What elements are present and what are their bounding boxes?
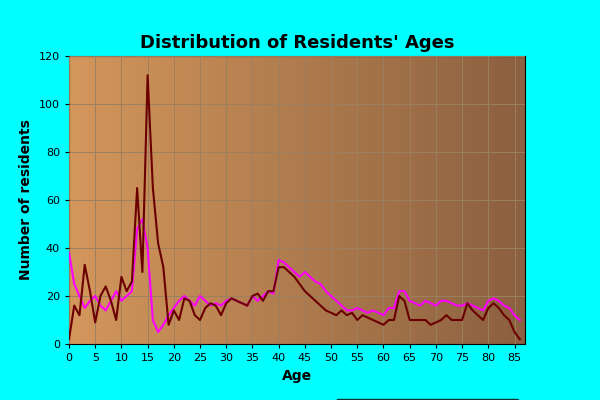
- Title: Distribution of Residents' Ages: Distribution of Residents' Ages: [140, 34, 454, 52]
- Legend: Males, Females: Males, Females: [335, 399, 519, 400]
- Y-axis label: Number of residents: Number of residents: [19, 120, 33, 280]
- X-axis label: Age: Age: [282, 368, 312, 382]
